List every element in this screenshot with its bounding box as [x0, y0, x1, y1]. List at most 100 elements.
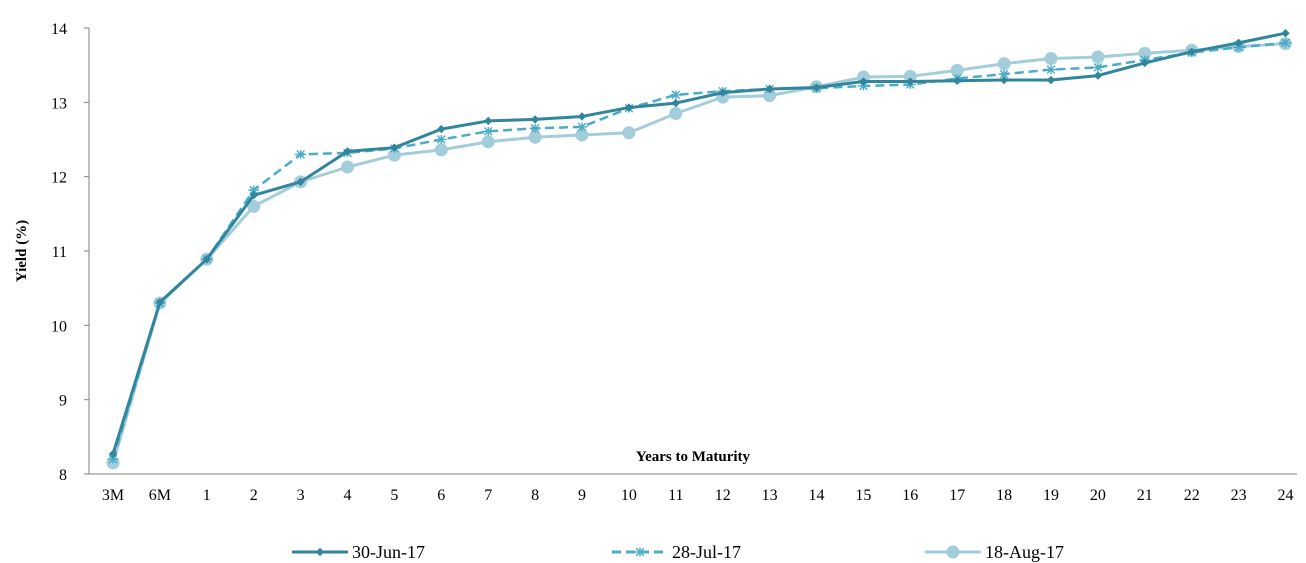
- data-point: [484, 116, 493, 126]
- data-point: [481, 135, 495, 149]
- data-point: [202, 254, 211, 264]
- y-tick-label: 10: [51, 318, 67, 335]
- data-point: [1046, 75, 1056, 85]
- legend-item: 28-Jul-17: [612, 542, 741, 562]
- x-tick-label: 5: [390, 487, 398, 504]
- data-point: [530, 115, 540, 124]
- data-point: [1092, 62, 1104, 72]
- x-tick-label: 11: [668, 487, 683, 504]
- data-point: [671, 98, 680, 108]
- x-tick-label: 19: [1043, 487, 1059, 504]
- x-tick-label: 7: [484, 487, 492, 504]
- y-tick-labels: 8 9 10 11 12 13 14: [51, 21, 89, 484]
- series-layer: [106, 29, 1292, 470]
- x-tick-label: 10: [621, 487, 637, 504]
- x-tick-label: 17: [949, 487, 965, 504]
- y-tick-label: 9: [59, 393, 67, 410]
- x-tick-label: 6M: [149, 487, 171, 504]
- series-line: [111, 41, 1286, 460]
- data-point: [577, 112, 587, 121]
- legend-label: 30-Jun-17: [352, 542, 425, 562]
- legend-item: 30-Jun-17: [292, 542, 425, 562]
- x-tick-label: 2: [250, 487, 258, 504]
- x-tick-label: 6: [437, 487, 445, 504]
- data-point: [434, 143, 448, 157]
- x-tick-label: 15: [855, 487, 871, 504]
- y-tick-label: 11: [52, 244, 67, 261]
- x-tick-label: 3: [297, 487, 305, 504]
- data-point: [155, 298, 165, 307]
- legend-label: 28-Jul-17: [672, 542, 741, 562]
- data-point: [1093, 71, 1103, 80]
- data-point: [528, 130, 542, 144]
- data-point: [1281, 29, 1290, 38]
- y-tick-label: 13: [51, 95, 67, 112]
- data-point: [622, 126, 636, 140]
- series-0: [108, 29, 1290, 459]
- x-tick-label: 1: [203, 487, 211, 504]
- data-point: [576, 122, 588, 132]
- data-point: [953, 76, 962, 85]
- data-point: [341, 160, 354, 174]
- x-tick-label: 24: [1278, 487, 1294, 504]
- x-tick-label: 3M: [102, 487, 124, 504]
- x-tick-label: 16: [902, 487, 918, 504]
- data-point: [390, 143, 399, 152]
- x-tick-label: 22: [1184, 487, 1200, 504]
- data-point: [529, 123, 541, 133]
- data-point: [1140, 58, 1149, 68]
- y-tick-label: 12: [51, 170, 67, 187]
- data-point: [296, 177, 305, 187]
- data-point: [315, 547, 325, 557]
- data-point: [1280, 38, 1291, 48]
- data-point: [859, 77, 868, 86]
- data-point: [575, 128, 589, 142]
- x-tick-label: 18: [996, 487, 1012, 504]
- data-point: [903, 69, 917, 83]
- y-axis-title: Yield (%): [14, 220, 30, 282]
- series-1: [107, 38, 1291, 464]
- data-point: [1045, 65, 1057, 75]
- data-point: [624, 103, 634, 112]
- x-tick-label: 8: [531, 487, 539, 504]
- data-point: [1234, 38, 1243, 48]
- legend-label: 18-Aug-17: [985, 542, 1064, 562]
- x-tick-label: 13: [762, 487, 778, 504]
- data-point: [343, 147, 352, 156]
- data-point: [765, 84, 774, 94]
- x-tick-label: 9: [578, 487, 586, 504]
- x-tick-label: 20: [1090, 487, 1106, 504]
- x-tick-label: 12: [715, 487, 731, 504]
- data-point: [247, 199, 261, 213]
- data-point: [857, 81, 869, 91]
- data-point: [669, 106, 683, 120]
- data-point: [634, 547, 646, 557]
- series-line: [111, 31, 1286, 455]
- x-tick-label: 14: [809, 487, 825, 504]
- data-point: [812, 83, 821, 92]
- data-point: [108, 449, 118, 459]
- y-tick-label: 8: [59, 467, 67, 484]
- data-point: [950, 63, 964, 77]
- data-point: [1091, 50, 1105, 64]
- data-point: [997, 57, 1011, 71]
- legend: 30-Jun-17 28-Jul-17 18-Aug-17: [292, 542, 1064, 562]
- data-point: [437, 124, 446, 134]
- data-point: [482, 126, 494, 136]
- data-point: [1044, 51, 1058, 65]
- series-2: [106, 37, 1292, 470]
- x-axis-title: Years to Maturity: [636, 449, 751, 465]
- series-line: [111, 42, 1286, 464]
- data-point: [249, 191, 258, 200]
- x-tick-label: 21: [1137, 487, 1153, 504]
- data-point: [946, 545, 960, 559]
- data-point: [1187, 47, 1196, 56]
- data-point: [435, 135, 447, 144]
- x-tick-labels: 3M 6M 1 2 3 4 5 6 7 8 9 10 11 12 13 14 15 16 17 18 19 20 21 22 2…: [102, 487, 1294, 504]
- axes-group: [88, 28, 1297, 475]
- data-point: [906, 77, 915, 86]
- data-point: [295, 149, 307, 159]
- data-point: [999, 75, 1009, 85]
